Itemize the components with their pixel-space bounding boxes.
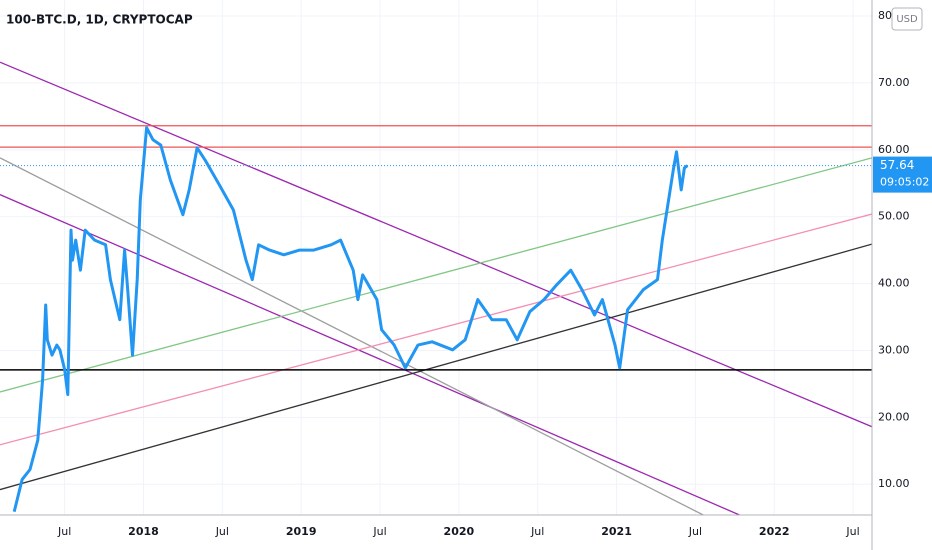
trend-line <box>0 61 872 428</box>
price-badge-countdown: 09:05:02 <box>880 176 929 189</box>
axes: 10.0020.0030.0040.0050.0060.0070.0080.00… <box>57 7 932 538</box>
x-tick-label: 2019 <box>286 525 317 538</box>
currency-badge <box>891 7 923 31</box>
y-tick-label: 30.00 <box>878 343 910 356</box>
x-tick-label: Jul <box>372 525 386 538</box>
x-tick-label: 2020 <box>444 525 475 538</box>
x-tick-label: Jul <box>215 525 229 538</box>
x-tick-label: Jul <box>845 525 859 538</box>
trend-line <box>0 194 740 515</box>
y-tick-label: 60.00 <box>878 143 910 156</box>
y-tick-label: 70.00 <box>878 76 910 89</box>
trend-line <box>0 157 704 515</box>
drawings <box>0 61 872 515</box>
chart-title: 100-BTC.D, 1D, CRYPTOCAP <box>6 13 193 27</box>
x-tick-label: Jul <box>57 525 71 538</box>
x-tick-label: Jul <box>688 525 702 538</box>
x-tick-label: 2021 <box>601 525 632 538</box>
x-tick-label: 2018 <box>128 525 159 538</box>
y-tick-label: 20.00 <box>878 410 910 423</box>
x-tick-label: Jul <box>530 525 544 538</box>
trend-line <box>0 243 872 491</box>
y-tick-label: 10.00 <box>878 477 910 490</box>
price-badge <box>873 156 932 193</box>
x-tick-label: 2022 <box>759 525 790 538</box>
currency-label: USD <box>896 14 918 25</box>
price-badge-value: 57.64 <box>880 158 914 172</box>
grid <box>0 0 872 515</box>
price-line <box>12 126 689 513</box>
y-tick-label: 50.00 <box>878 210 910 223</box>
trend-line <box>0 213 872 446</box>
y-tick-label: 40.00 <box>878 277 910 290</box>
trend-line <box>0 157 872 393</box>
